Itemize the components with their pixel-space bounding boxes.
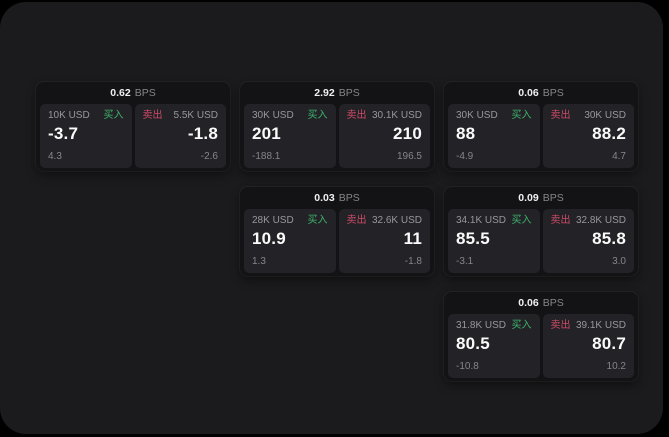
quote-body: 28K USD 买入 10.9 1.3 卖出 32.6K USD 11 -1.8 bbox=[244, 209, 430, 273]
quote-body: 30K USD 买入 201 -188.1 卖出 30.1K USD 210 1… bbox=[244, 104, 430, 168]
buy-sub-value: -4.9 bbox=[456, 151, 474, 162]
buy-label: 买入 bbox=[307, 215, 328, 226]
sell-sub-value: -2.6 bbox=[200, 151, 218, 162]
sell-tile[interactable]: 卖出 32.8K USD 85.8 3.0 bbox=[542, 209, 634, 273]
buy-price: 201 bbox=[252, 124, 281, 143]
spread-header: 0.06 BPS bbox=[448, 292, 634, 314]
sell-price: 88.2 bbox=[592, 124, 626, 143]
quote-card: 0.03 BPS 28K USD 买入 10.9 1.3 卖出 32.6K US… bbox=[240, 187, 434, 276]
bps-label: BPS bbox=[542, 296, 564, 309]
sell-label: 卖出 bbox=[550, 110, 571, 121]
quote-body: 31.8K USD 买入 80.5 -10.8 卖出 39.1K USD 80.… bbox=[448, 314, 634, 378]
quote-body: 30K USD 买入 88 -4.9 卖出 30K USD 88.2 4.7 bbox=[448, 104, 634, 168]
quote-card: 0.09 BPS 34.1K USD 买入 85.5 -3.1 卖出 32.8K… bbox=[444, 187, 638, 276]
buy-tile[interactable]: 30K USD 买入 201 -188.1 bbox=[244, 104, 336, 168]
buy-size: 34.1K USD bbox=[456, 215, 507, 226]
quote-card: 0.06 BPS 31.8K USD 买入 80.5 -10.8 卖出 39.1… bbox=[444, 292, 638, 381]
buy-tile[interactable]: 34.1K USD 买入 85.5 -3.1 bbox=[448, 209, 540, 273]
spread-value: 0.06 bbox=[518, 86, 539, 99]
buy-sub-value: 1.3 bbox=[252, 256, 266, 267]
spread-value: 2.92 bbox=[314, 86, 335, 99]
buy-price: -3.7 bbox=[48, 124, 79, 143]
buy-size: 10K USD bbox=[48, 110, 90, 121]
sell-sub-value: 10.2 bbox=[606, 361, 626, 372]
spread-value: 0.09 bbox=[518, 191, 539, 204]
spread-header: 0.62 BPS bbox=[40, 82, 226, 104]
spread-header: 0.09 BPS bbox=[448, 187, 634, 209]
bps-label: BPS bbox=[134, 86, 156, 99]
bps-label: BPS bbox=[338, 86, 360, 99]
sell-label: 卖出 bbox=[346, 215, 367, 226]
sell-price: 80.7 bbox=[592, 334, 626, 353]
buy-sub-value: -3.1 bbox=[456, 256, 474, 267]
spread-header: 0.03 BPS bbox=[244, 187, 430, 209]
sell-price: 85.8 bbox=[592, 229, 626, 248]
sell-size: 30K USD bbox=[584, 110, 626, 121]
buy-label: 买入 bbox=[511, 110, 532, 121]
buy-tile[interactable]: 28K USD 买入 10.9 1.3 bbox=[244, 209, 336, 273]
quote-body: 34.1K USD 买入 85.5 -3.1 卖出 32.8K USD 85.8… bbox=[448, 209, 634, 273]
buy-price: 10.9 bbox=[252, 229, 286, 248]
buy-label: 买入 bbox=[307, 110, 328, 121]
sell-price: 11 bbox=[403, 229, 422, 248]
buy-size: 31.8K USD bbox=[456, 320, 507, 331]
buy-size: 30K USD bbox=[456, 110, 498, 121]
bps-label: BPS bbox=[338, 191, 360, 204]
sell-price: 210 bbox=[393, 124, 422, 143]
sell-tile[interactable]: 卖出 30.1K USD 210 196.5 bbox=[338, 104, 430, 168]
buy-size: 28K USD bbox=[252, 215, 294, 226]
buy-label: 买入 bbox=[511, 320, 532, 331]
sell-size: 5.5K USD bbox=[173, 110, 218, 121]
sell-size: 39.1K USD bbox=[575, 320, 626, 331]
buy-sub-value: -188.1 bbox=[252, 151, 281, 162]
spread-header: 0.06 BPS bbox=[448, 82, 634, 104]
buy-tile[interactable]: 31.8K USD 买入 80.5 -10.8 bbox=[448, 314, 540, 378]
sell-sub-value: -1.8 bbox=[404, 256, 422, 267]
sell-label: 卖出 bbox=[550, 320, 571, 331]
quote-card: 0.06 BPS 30K USD 买入 88 -4.9 卖出 30K USD bbox=[444, 82, 638, 171]
spread-header: 2.92 BPS bbox=[244, 82, 430, 104]
sell-price: -1.8 bbox=[187, 124, 218, 143]
sell-label: 卖出 bbox=[142, 110, 163, 121]
buy-label: 买入 bbox=[511, 215, 532, 226]
buy-price: 85.5 bbox=[456, 229, 490, 248]
sell-sub-value: 3.0 bbox=[612, 256, 626, 267]
sell-sub-value: 196.5 bbox=[396, 151, 422, 162]
sell-size: 30.1K USD bbox=[371, 110, 422, 121]
buy-sub-value: -10.8 bbox=[456, 361, 479, 372]
spread-value: 0.06 bbox=[518, 296, 539, 309]
bps-label: BPS bbox=[542, 86, 564, 99]
buy-price: 80.5 bbox=[456, 334, 490, 353]
sell-label: 卖出 bbox=[550, 215, 571, 226]
sell-sub-value: 4.7 bbox=[612, 151, 626, 162]
sell-tile[interactable]: 卖出 39.1K USD 80.7 10.2 bbox=[542, 314, 634, 378]
buy-size: 30K USD bbox=[252, 110, 294, 121]
sell-label: 卖出 bbox=[346, 110, 367, 121]
sell-tile[interactable]: 卖出 30K USD 88.2 4.7 bbox=[542, 104, 634, 168]
buy-tile[interactable]: 30K USD 买入 88 -4.9 bbox=[448, 104, 540, 168]
spread-value: 0.03 bbox=[314, 191, 335, 204]
sell-tile[interactable]: 卖出 5.5K USD -1.8 -2.6 bbox=[134, 104, 226, 168]
sell-tile[interactable]: 卖出 32.6K USD 11 -1.8 bbox=[338, 209, 430, 273]
quote-body: 10K USD 买入 -3.7 4.3 卖出 5.5K USD -1.8 -2.… bbox=[40, 104, 226, 168]
quote-card: 0.62 BPS 10K USD 买入 -3.7 4.3 卖出 5.5K USD bbox=[36, 82, 230, 171]
quote-grid: 0.62 BPS 10K USD 买入 -3.7 4.3 卖出 5.5K USD bbox=[36, 82, 638, 381]
buy-label: 买入 bbox=[103, 110, 124, 121]
buy-tile[interactable]: 10K USD 买入 -3.7 4.3 bbox=[40, 104, 132, 168]
quote-card: 2.92 BPS 30K USD 买入 201 -188.1 卖出 30.1K … bbox=[240, 82, 434, 171]
buy-price: 88 bbox=[456, 124, 476, 143]
sell-size: 32.8K USD bbox=[575, 215, 626, 226]
buy-sub-value: 4.3 bbox=[48, 151, 62, 162]
bps-label: BPS bbox=[542, 191, 564, 204]
sell-size: 32.6K USD bbox=[371, 215, 422, 226]
spread-value: 0.62 bbox=[110, 86, 131, 99]
